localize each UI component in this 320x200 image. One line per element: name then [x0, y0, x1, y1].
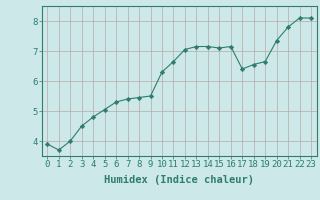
X-axis label: Humidex (Indice chaleur): Humidex (Indice chaleur): [104, 175, 254, 185]
